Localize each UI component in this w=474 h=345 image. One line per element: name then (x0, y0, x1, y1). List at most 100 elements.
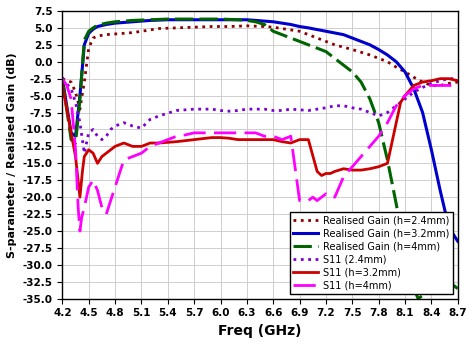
Realised Gain (h=3.2mm) (77, 93, 83, 98)
Realised Gain (h=2.4mm) (428, 83, 434, 88)
Realised Gain (h=3.2mm) (384, 53, 390, 57)
S11 (h=3.2mm) (82, 155, 87, 159)
Realised Gain (h=4mm) (73, 141, 78, 145)
Realised Gain (h=2.4mm) (90, 36, 96, 40)
Realised Gain (h=3.2mm) (376, 48, 382, 52)
Realised Gain (h=4mm) (270, 29, 276, 33)
Realised Gain (h=3.2mm) (60, 77, 65, 81)
Realised Gain (h=2.4mm) (411, 75, 417, 79)
Realised Gain (h=3.2mm) (455, 239, 461, 243)
Realised Gain (h=3.2mm) (165, 18, 171, 22)
S11 (2.4mm) (227, 109, 232, 113)
Realised Gain (h=3.2mm) (182, 18, 188, 22)
Realised Gain (h=3.2mm) (438, 188, 443, 193)
S11 (h=3.2mm) (288, 141, 293, 145)
Realised Gain (h=2.4mm) (82, 80, 87, 84)
S11 (2.4mm) (253, 107, 258, 111)
Realised Gain (h=4mm) (218, 17, 223, 21)
Realised Gain (h=4mm) (182, 17, 188, 21)
Realised Gain (h=2.4mm) (174, 26, 180, 30)
Realised Gain (h=2.4mm) (68, 80, 74, 84)
Realised Gain (h=2.4mm) (270, 25, 276, 29)
Line: S11 (2.4mm): S11 (2.4mm) (63, 79, 458, 153)
Realised Gain (h=3.2mm) (306, 26, 311, 30)
Realised Gain (h=3.2mm) (367, 43, 373, 47)
S11 (2.4mm) (138, 126, 144, 130)
S11 (2.4mm) (367, 110, 373, 115)
S11 (2.4mm) (358, 107, 364, 111)
S11 (2.4mm) (332, 104, 337, 108)
Realised Gain (h=3.2mm) (73, 134, 78, 138)
S11 (2.4mm) (103, 134, 109, 138)
Realised Gain (h=4mm) (262, 22, 267, 27)
S11 (2.4mm) (235, 108, 241, 112)
Realised Gain (h=3.2mm) (95, 24, 100, 29)
Realised Gain (h=3.2mm) (358, 39, 364, 43)
S11 (2.4mm) (218, 108, 223, 112)
Realised Gain (h=4mm) (358, 80, 364, 84)
S11 (2.4mm) (323, 106, 329, 110)
S11 (h=4mm) (77, 229, 83, 233)
S11 (2.4mm) (156, 114, 162, 118)
Realised Gain (h=3.2mm) (90, 27, 96, 31)
Realised Gain (h=3.2mm) (121, 20, 127, 24)
Realised Gain (h=3.2mm) (341, 32, 346, 37)
Realised Gain (h=4mm) (367, 97, 373, 101)
S11 (2.4mm) (455, 77, 461, 81)
Realised Gain (h=3.2mm) (86, 31, 91, 36)
Realised Gain (h=4mm) (402, 249, 408, 254)
S11 (2.4mm) (384, 110, 390, 115)
Realised Gain (h=3.2mm) (218, 18, 223, 22)
Realised Gain (h=3.2mm) (288, 22, 293, 27)
S11 (h=4mm) (182, 133, 188, 137)
Realised Gain (h=4mm) (200, 17, 206, 21)
S11 (h=4mm) (306, 198, 311, 203)
Realised Gain (h=2.4mm) (77, 107, 83, 111)
Realised Gain (h=3.2mm) (428, 148, 434, 152)
Realised Gain (h=4mm) (235, 18, 241, 22)
Realised Gain (h=3.2mm) (253, 18, 258, 22)
S11 (h=4mm) (314, 198, 320, 203)
Realised Gain (h=3.2mm) (200, 18, 206, 22)
S11 (2.4mm) (209, 107, 215, 111)
Realised Gain (h=2.4mm) (73, 90, 78, 94)
S11 (2.4mm) (95, 134, 100, 138)
X-axis label: Freq (GHz): Freq (GHz) (219, 324, 302, 338)
Realised Gain (h=2.4mm) (244, 24, 250, 28)
S11 (2.4mm) (174, 108, 180, 112)
S11 (2.4mm) (99, 138, 105, 142)
Realised Gain (h=4mm) (428, 283, 434, 287)
Realised Gain (h=2.4mm) (95, 34, 100, 38)
S11 (h=4mm) (60, 77, 65, 81)
Realised Gain (h=3.2mm) (235, 18, 241, 22)
S11 (h=3.2mm) (77, 195, 83, 199)
Realised Gain (h=2.4mm) (332, 43, 337, 47)
S11 (2.4mm) (77, 121, 83, 125)
Line: Realised Gain (h=4mm): Realised Gain (h=4mm) (63, 19, 458, 299)
Realised Gain (h=2.4mm) (323, 39, 329, 43)
Realised Gain (h=2.4mm) (138, 29, 144, 33)
Realised Gain (h=3.2mm) (393, 60, 399, 64)
Line: Realised Gain (h=3.2mm): Realised Gain (h=3.2mm) (63, 20, 458, 241)
S11 (2.4mm) (420, 86, 426, 90)
Realised Gain (h=3.2mm) (411, 87, 417, 91)
S11 (2.4mm) (393, 104, 399, 108)
Realised Gain (h=4mm) (411, 287, 417, 291)
S11 (2.4mm) (112, 124, 118, 128)
Realised Gain (h=2.4mm) (367, 53, 373, 57)
Realised Gain (h=4mm) (68, 138, 74, 142)
S11 (h=4mm) (455, 83, 461, 88)
S11 (2.4mm) (446, 77, 452, 81)
Realised Gain (h=4mm) (376, 121, 382, 125)
Realised Gain (h=4mm) (323, 50, 329, 54)
S11 (h=4mm) (279, 138, 285, 142)
Realised Gain (h=2.4mm) (314, 36, 320, 40)
Realised Gain (h=4mm) (82, 38, 87, 42)
Realised Gain (h=2.4mm) (130, 31, 136, 35)
S11 (h=3.2mm) (262, 138, 267, 142)
Realised Gain (h=4mm) (253, 20, 258, 24)
S11 (2.4mm) (244, 107, 250, 111)
S11 (2.4mm) (121, 121, 127, 125)
Realised Gain (h=4mm) (455, 287, 461, 291)
Realised Gain (h=2.4mm) (147, 28, 153, 32)
